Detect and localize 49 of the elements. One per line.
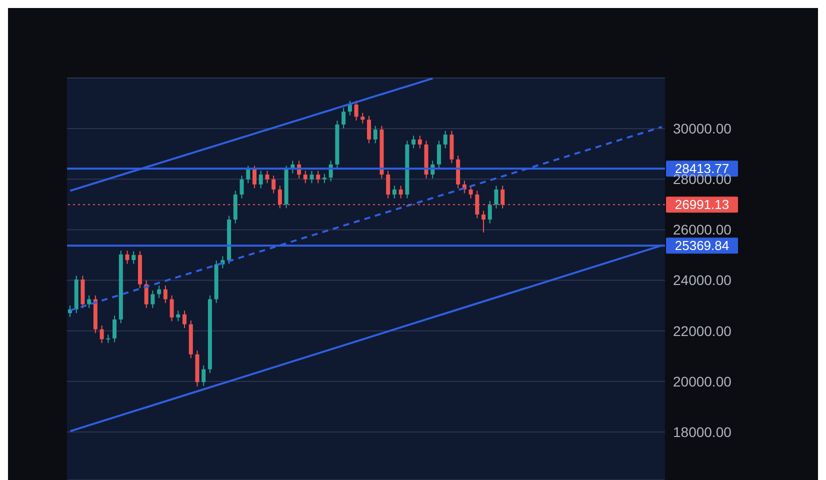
candlestick — [132, 250, 136, 264]
ref-line-label: 26991.13 — [674, 197, 730, 212]
candlestick — [265, 170, 270, 184]
candlestick — [398, 185, 403, 199]
candlestick — [494, 185, 498, 209]
candlestick — [468, 185, 473, 199]
ref-line-label: 25369.84 — [674, 238, 730, 254]
candlestick — [310, 170, 314, 184]
candlestick — [112, 315, 117, 343]
candlestick — [482, 210, 486, 233]
candlestick — [163, 285, 168, 304]
candlestick — [176, 310, 180, 322]
candlestick — [87, 294, 92, 309]
candlestick — [367, 115, 371, 144]
candlestick — [348, 100, 352, 116]
y-tick-label: 24000.00 — [673, 272, 732, 288]
candlestick — [436, 140, 441, 169]
candlestick — [202, 364, 206, 386]
candlestick — [106, 334, 110, 344]
candlestick — [252, 165, 256, 189]
candlestick — [258, 170, 263, 189]
line-series — [69, 244, 663, 432]
candlestick — [170, 294, 174, 322]
candlestick — [100, 325, 104, 344]
y-tick-label: 20000.00 — [673, 373, 732, 390]
candlestick — [322, 173, 326, 184]
candlestick — [272, 175, 276, 194]
y-tick-label: 30000.00 — [673, 120, 732, 137]
candlestick — [303, 170, 308, 184]
y-tick-label: 18000.00 — [673, 424, 732, 440]
candlestick — [443, 130, 448, 149]
candlestick — [240, 175, 244, 199]
candlestick — [316, 170, 320, 184]
candlestick — [373, 125, 378, 144]
candlestick — [360, 112, 365, 124]
y-tick-label: 26000.00 — [673, 222, 732, 238]
y-tick-label: 22000.00 — [673, 322, 732, 339]
candlestick — [182, 310, 187, 329]
candlestick — [392, 185, 396, 199]
candlestick — [342, 107, 346, 129]
candlestick — [125, 250, 130, 264]
candlestick — [157, 285, 162, 298]
candlestick — [412, 135, 416, 149]
candlestick — [354, 100, 358, 121]
candlestick — [246, 165, 250, 184]
candlestick — [488, 200, 492, 224]
candlestick — [386, 170, 390, 199]
candlestick — [418, 135, 422, 149]
candlestick — [150, 290, 155, 309]
